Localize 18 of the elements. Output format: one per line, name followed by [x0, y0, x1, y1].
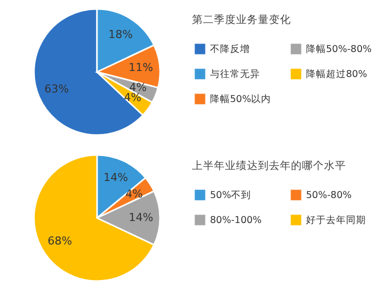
legend-label: 80%-100% [210, 215, 262, 226]
legend-label: 不降反增 [210, 43, 250, 55]
legend-label: 与往常无异 [210, 68, 260, 80]
legend-label: 50%-80% [306, 190, 352, 201]
legend-label: 降幅50%-80% [306, 43, 372, 55]
data-label: 14% [128, 211, 154, 224]
data-label: 63% [44, 82, 69, 96]
legend-label: 降幅超过80% [306, 68, 368, 80]
legend-label: 50%不到 [210, 190, 252, 201]
data-label: 11% [128, 60, 154, 74]
chart-title: 上半年业绩达到去年的哪个水平 [192, 159, 346, 172]
legend-label: 降幅50%以内 [210, 93, 272, 105]
data-label: 4% [129, 81, 147, 94]
chart-title: 第二季度业务量变化 [192, 13, 291, 26]
data-label: 14% [104, 171, 128, 184]
data-label: 68% [48, 234, 72, 248]
legend-label: 好于去年同期 [306, 214, 366, 226]
data-label: 18% [108, 28, 133, 41]
